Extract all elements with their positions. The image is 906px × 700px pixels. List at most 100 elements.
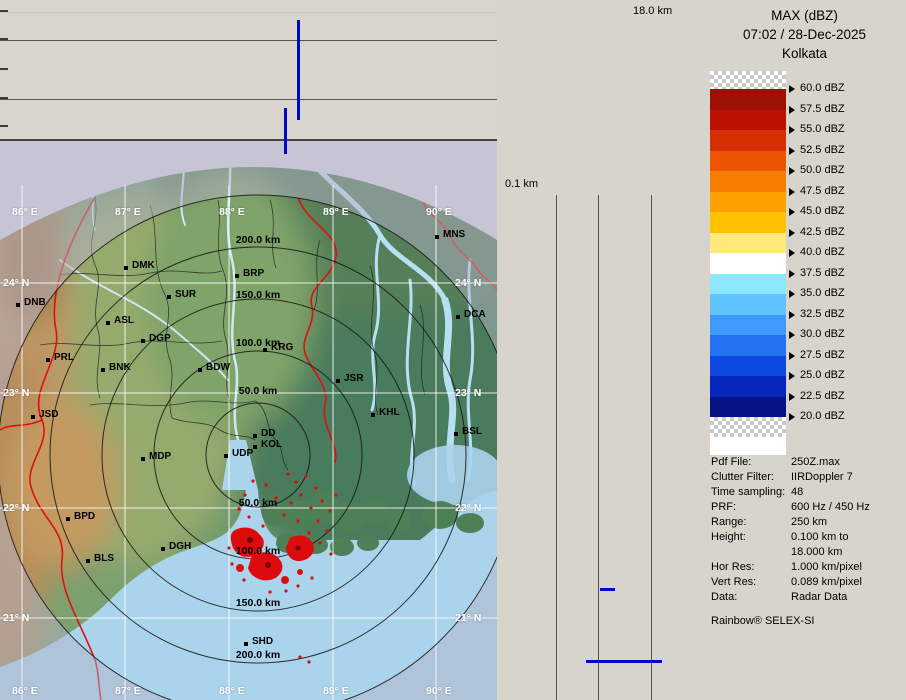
height-axis-tick (0, 68, 8, 70)
station-dot (141, 457, 145, 461)
colorbar-tick-arrow-icon (789, 269, 795, 278)
map-panel[interactable]: MNS DMK BRP SUR DNB DCA ASL DGP KRG PRL BNK BDW JSR K… (0, 140, 497, 700)
height-axis-tick (0, 125, 8, 127)
meridian-label-top: 87° E (115, 206, 141, 218)
info-row-label: Pdf File: (711, 456, 752, 468)
meridian-label-bottom: 86° E (12, 685, 38, 697)
meridian-label-bottom: 89° E (323, 685, 349, 697)
station-dot (66, 517, 70, 521)
station-label: DCA (464, 309, 486, 320)
station-label: JSD (39, 409, 59, 420)
station-dot (263, 348, 267, 352)
info-row-value: 250Z.max (791, 456, 840, 468)
product-datetime: 07:02 / 28-Dec-2025 (742, 27, 867, 42)
colorbar-nodata-bottom (710, 417, 786, 437)
station-dot (106, 321, 110, 325)
colorbar-tick-label: 27.5 dBZ (800, 348, 845, 361)
colorbar-block (710, 294, 786, 315)
station-label: UDP (232, 448, 254, 459)
parallel-label-left: 21° N (3, 612, 30, 624)
info-row-label: Range: (711, 516, 747, 528)
colorbar-tick-label: 22.5 dBZ (800, 389, 845, 402)
colorbar-tick-label: 57.5 dBZ (800, 102, 845, 115)
height-axis-tick (0, 10, 8, 12)
station-dot (141, 339, 145, 343)
meridian-label-bottom: 87° E (115, 685, 141, 697)
height-gridline (0, 99, 497, 100)
colorbar-tick-arrow-icon (789, 290, 795, 298)
top-height-projection-panel (0, 0, 497, 154)
station-label: DGP (149, 333, 171, 344)
station-dot (46, 358, 50, 362)
info-row-value: 1.000 km/pixel (791, 561, 862, 573)
station-label: KHL (379, 407, 400, 418)
colorbar-tick-label: 47.5 dBZ (800, 184, 845, 197)
height-gridline (556, 195, 557, 700)
station-dot (253, 445, 257, 449)
parallel-label-right: 23° N (455, 387, 482, 399)
colorbar-block (710, 396, 786, 417)
echo-column-projection (297, 20, 300, 120)
station-label: MNS (443, 229, 466, 240)
range-ring-label: 150.0 km (235, 289, 281, 301)
side-height-projection-panel: 18.0 km 0.1 km (497, 0, 704, 700)
parallel-label-left: 22° N (3, 502, 30, 514)
station-dot (16, 303, 20, 307)
colorbar-block (710, 376, 786, 397)
colorbar-tick-arrow-icon (789, 413, 795, 421)
height-axis-tick (0, 97, 8, 99)
range-ring-label: 50.0 km (238, 497, 278, 509)
info-row-label: Clutter Filter: (711, 471, 774, 483)
colorbar-nodata-top (710, 71, 786, 89)
colorbar-block (710, 171, 786, 192)
station-label: PRL (54, 352, 74, 363)
station-dot (371, 413, 375, 417)
colorbar-tick-arrow-icon (789, 392, 795, 401)
station-dot (161, 547, 165, 551)
station-label: BSL (462, 426, 482, 437)
height-gridline (651, 195, 652, 700)
station-dot (435, 235, 439, 239)
meridian-label-top: 86° E (12, 206, 38, 218)
range-ring-label: 50.0 km (238, 385, 278, 397)
height-gridline (0, 12, 497, 13)
min-height-label: 0.1 km (505, 178, 539, 190)
info-row-label: Data: (711, 591, 738, 603)
colorbar-tick-arrow-icon (789, 228, 795, 237)
echo-row-projection (600, 588, 615, 591)
info-row-value: 0.089 km/pixel (791, 576, 862, 588)
colorbar-tick-label: 50.0 dBZ (800, 164, 845, 176)
info-row-value: 18.000 km (791, 546, 843, 558)
station-dot (456, 315, 460, 319)
colorbar-tick-label: 35.0 dBZ (800, 287, 845, 299)
software-brand: Rainbow® SELEX-SI (711, 615, 815, 627)
info-row-value: 48 (791, 486, 804, 498)
station-dot (86, 559, 90, 563)
info-row-label: Vert Res: (711, 576, 757, 588)
station-dot (244, 642, 248, 646)
info-row-label: Time sampling: (711, 486, 786, 498)
colorbar-block (710, 109, 786, 130)
colorbar-tick-label: 55.0 dBZ (800, 123, 845, 135)
station-label: MDP (149, 451, 172, 462)
station-dot (31, 415, 35, 419)
dbz-colorbar-ticks: 60.0 dBZ 57.5 dBZ 55.0 dBZ 52.5 dBZ 50.0 dBZ… (789, 0, 906, 460)
colorbar-block (710, 232, 786, 253)
colorbar-block (710, 273, 786, 294)
parallel-label-left: 24° N (3, 277, 30, 289)
colorbar-block (710, 355, 786, 376)
station-dot (124, 266, 128, 270)
colorbar-tick-arrow-icon (789, 249, 795, 257)
station-dot (167, 295, 171, 299)
colorbar-tick-label: 30.0 dBZ (800, 328, 845, 340)
colorbar-tick-arrow-icon (789, 351, 795, 360)
colorbar-tick-arrow-icon (789, 372, 795, 380)
range-ring-label: 200.0 km (235, 234, 281, 246)
colorbar-block (710, 253, 786, 274)
info-row-value: 250 km (791, 516, 828, 528)
info-row-value: Radar Data (791, 591, 848, 603)
parallel-label-right: 22° N (455, 502, 482, 514)
colorbar-tick-arrow-icon (789, 85, 795, 93)
product-title: MAX (dBZ) (771, 8, 838, 23)
